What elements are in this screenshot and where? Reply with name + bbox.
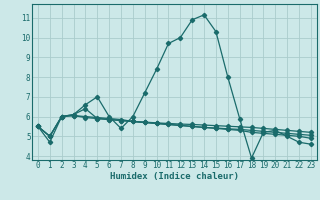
X-axis label: Humidex (Indice chaleur): Humidex (Indice chaleur) [110, 172, 239, 181]
